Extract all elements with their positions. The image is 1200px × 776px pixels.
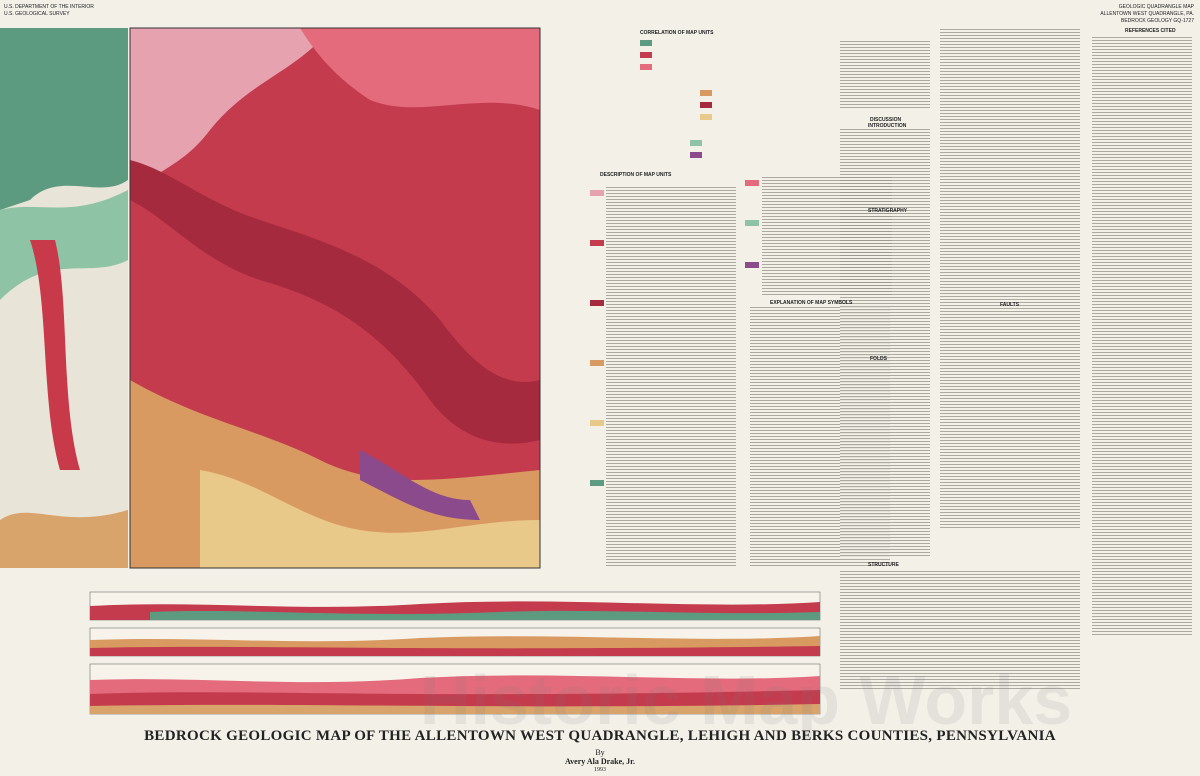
map-id: BEDROCK GEOLOGY GQ-1727 [1121,18,1194,24]
unit-tan [0,510,128,568]
unit-green [0,28,128,210]
unit-yellow [200,470,540,568]
unit-red [30,240,80,470]
survey: U.S. GEOLOGICAL SURVEY [4,11,70,17]
unit-descriptions [606,186,736,566]
heading: INTRODUCTION [868,123,907,129]
heading: DISCUSSION [870,117,902,123]
table-text [840,570,1080,690]
quadrangle: ALLENTOWN WEST QUADRANGLE, PA. [1100,11,1194,17]
agency: U.S. DEPARTMENT OF THE INTERIOR [4,4,94,10]
author: Avery Ala Drake, Jr. [565,757,635,766]
heading: STRUCTURE [868,562,899,568]
discussion-text [840,128,930,558]
unit-darkred [130,160,540,444]
references-text [1092,36,1192,636]
discussion-text [940,28,1080,528]
unit-purple [360,450,480,520]
heading: STRATIGRAPHY [868,208,908,214]
unit-lightgreen [0,190,128,300]
cross-sections [89,591,821,715]
other-features [840,40,930,110]
map-frame [129,27,541,569]
series: GEOLOGIC QUADRANGLE MAP [1118,4,1194,10]
byline: By [595,748,605,757]
heading: FAULTS [1000,302,1020,308]
heading: CORRELATION OF MAP UNITS [640,30,714,36]
heading: FOLDS [870,356,887,362]
heading: DESCRIPTION OF MAP UNITS [600,172,672,178]
watermark: Historic Map Works [420,661,1073,739]
heading: EXPLANATION OF MAP SYMBOLS [770,300,853,306]
heading: REFERENCES CITED [1125,28,1176,34]
unit-rose [300,28,540,110]
legend-swatches [590,40,759,486]
unit-pink [130,28,330,200]
map-title: BEDROCK GEOLOGIC MAP OF THE ALLENTOWN WE… [144,728,1056,744]
year: 1993 [594,767,606,773]
